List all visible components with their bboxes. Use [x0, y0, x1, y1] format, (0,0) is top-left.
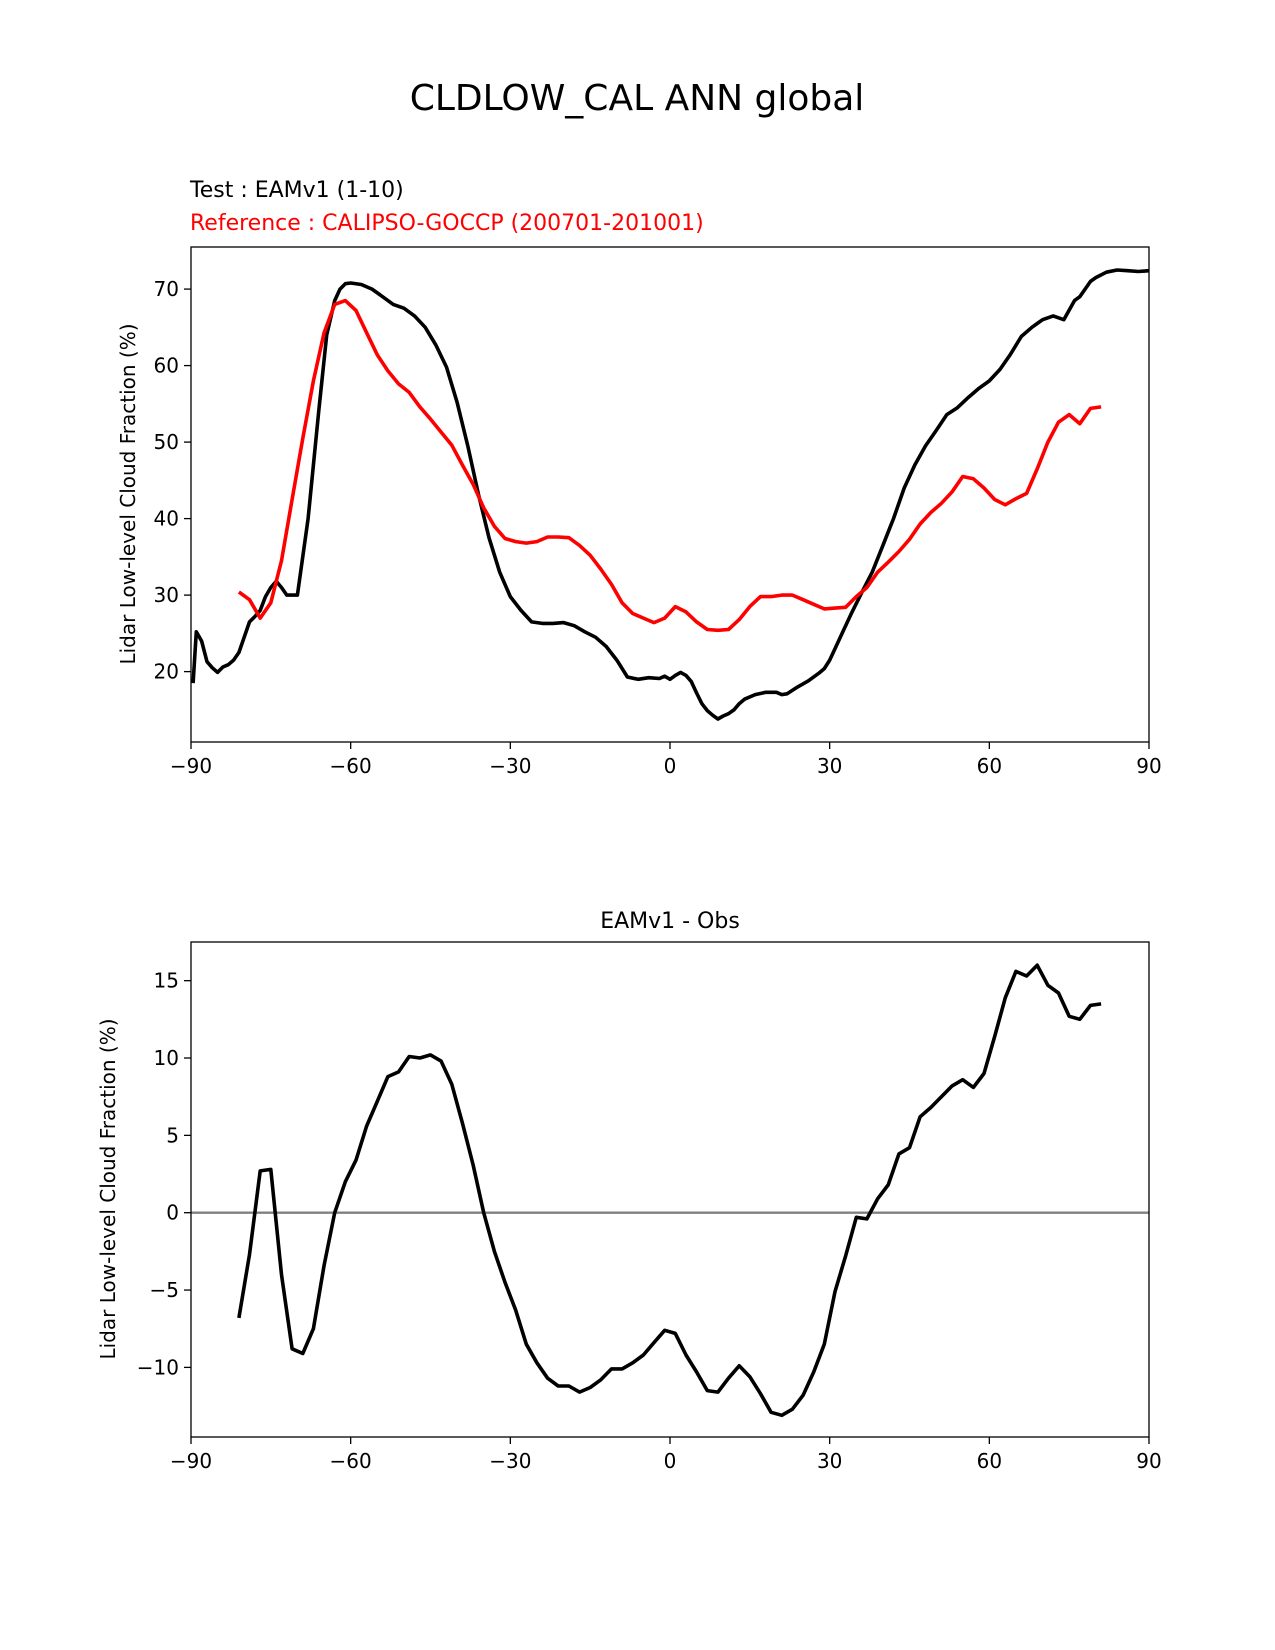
y-tick-label: 50 [154, 430, 179, 454]
x-tick-label: −30 [489, 754, 531, 778]
x-tick-label: 90 [1136, 1449, 1161, 1473]
bottom-plot-area [191, 963, 1149, 1418]
top-axes-frame [190, 246, 1150, 743]
y-tick-label: 20 [154, 660, 179, 684]
y-tick-label: 0 [166, 1201, 179, 1225]
top-plot-area [191, 268, 1150, 721]
y-tick-label: 30 [154, 583, 179, 607]
x-tick-label: 30 [817, 1449, 842, 1473]
figure-title: CLDLOW_CAL ANN global [410, 78, 865, 119]
top-y-axis-label: Lidar Low-level Cloud Fraction (%) [116, 323, 140, 664]
bottom-axis-ticks: −90 −60 −30 0 30 60 90 −10 −5 0 5 10 15 [137, 969, 1162, 1473]
x-tick-label: −90 [170, 754, 212, 778]
series-line-test [191, 268, 1150, 721]
y-tick-label: −10 [137, 1355, 179, 1379]
series-line-reference [237, 298, 1102, 633]
y-tick-label: −5 [150, 1278, 179, 1302]
x-tick-label: −30 [489, 1449, 531, 1473]
y-tick-label: 70 [154, 277, 179, 301]
series-line-diff [237, 963, 1102, 1418]
difference-title: EAMv1 - Obs [600, 909, 740, 934]
x-tick-label: 0 [664, 1449, 677, 1473]
test-title: Test : EAMv1 (1-10) [189, 178, 404, 203]
panel-test-vs-reference: Test : EAMv1 (1-10) Reference : CALIPSO-… [116, 178, 1162, 778]
x-tick-label: −90 [170, 1449, 212, 1473]
x-tick-label: 90 [1136, 754, 1161, 778]
x-tick-label: −60 [330, 1449, 372, 1473]
panel-difference: EAMv1 - Obs Lidar Low-level Cloud Fracti… [96, 909, 1162, 1473]
y-tick-label: 40 [154, 507, 179, 531]
bottom-y-axis-label: Lidar Low-level Cloud Fraction (%) [96, 1018, 120, 1359]
top-axis-ticks: −90 −60 −30 0 30 60 90 20 30 40 50 60 70 [154, 277, 1162, 778]
x-tick-label: −60 [330, 754, 372, 778]
y-tick-label: 5 [166, 1123, 179, 1147]
y-tick-label: 10 [154, 1046, 179, 1070]
y-tick-label: 15 [154, 969, 179, 993]
x-tick-label: 0 [664, 754, 677, 778]
bottom-axes-frame [190, 941, 1150, 1438]
reference-title: Reference : CALIPSO-GOCCP (200701-201001… [190, 211, 704, 236]
x-tick-label: 60 [977, 754, 1002, 778]
y-tick-label: 60 [154, 354, 179, 378]
x-tick-label: 30 [817, 754, 842, 778]
x-tick-label: 60 [977, 1449, 1002, 1473]
